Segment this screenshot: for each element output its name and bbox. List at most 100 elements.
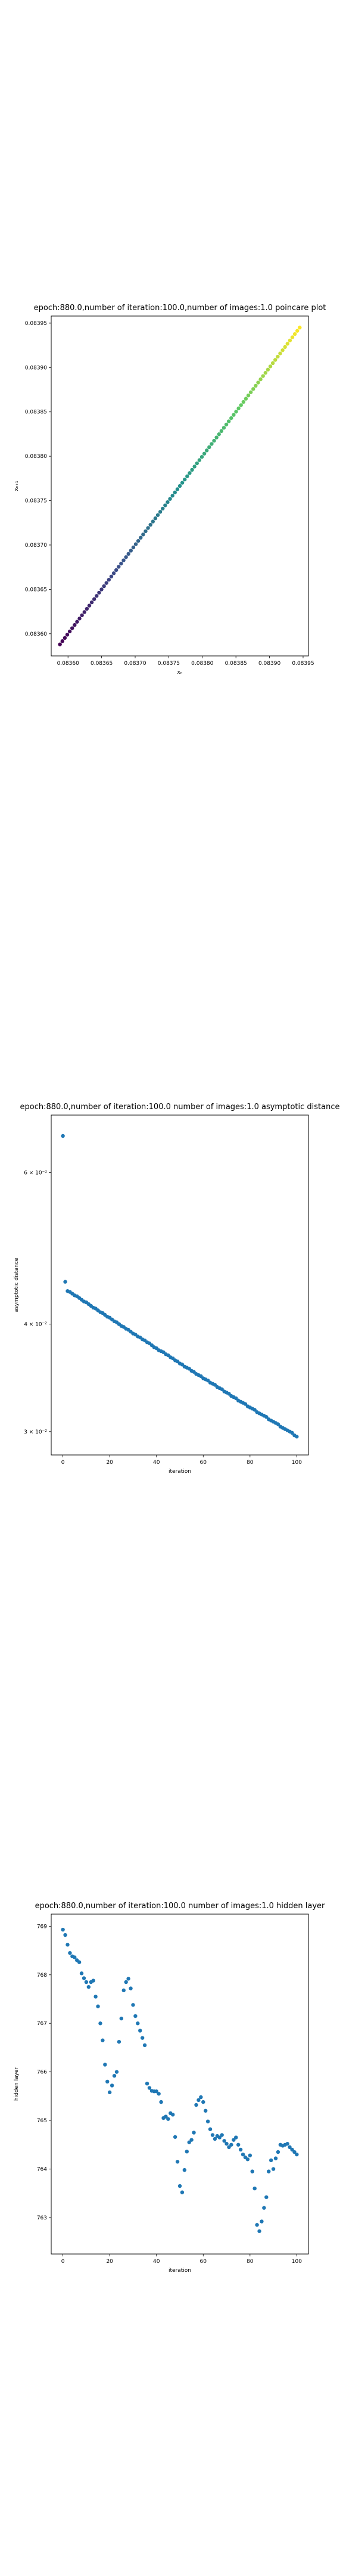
data-point bbox=[224, 2141, 229, 2146]
data-point bbox=[124, 1980, 128, 1984]
data-point bbox=[188, 471, 192, 475]
x-tick-label: 0.08360 bbox=[57, 661, 79, 667]
data-point bbox=[202, 451, 207, 456]
x-tick-label: 0.08395 bbox=[292, 661, 314, 667]
data-point bbox=[261, 374, 265, 378]
data-point bbox=[298, 326, 302, 330]
y-axis-label: xₙ₊₁ bbox=[14, 481, 20, 491]
y-axis-label: asymptotic distance bbox=[14, 1258, 20, 1312]
data-point bbox=[195, 461, 199, 466]
x-tick-label: 0.08385 bbox=[225, 661, 247, 667]
data-point bbox=[219, 429, 224, 434]
y-tick-label: 766 bbox=[37, 2070, 47, 2076]
x-tick-label: 60 bbox=[200, 1460, 207, 1466]
data-point bbox=[241, 400, 246, 404]
data-point bbox=[290, 335, 295, 339]
data-point bbox=[222, 2139, 226, 2143]
data-point bbox=[144, 529, 148, 534]
data-point bbox=[234, 410, 238, 414]
data-point bbox=[217, 432, 221, 436]
data-point bbox=[208, 2127, 213, 2131]
data-point bbox=[273, 358, 277, 362]
x-tick-label: 0.08365 bbox=[91, 661, 113, 667]
data-point bbox=[110, 2083, 114, 2088]
data-point bbox=[264, 1415, 269, 1419]
data-point bbox=[138, 2029, 142, 2033]
x-axis-label: xₙ bbox=[177, 670, 183, 676]
data-point bbox=[98, 2021, 102, 2026]
data-point bbox=[236, 406, 241, 411]
data-point bbox=[77, 1960, 82, 1964]
data-point bbox=[214, 435, 219, 439]
data-point bbox=[280, 348, 285, 352]
data-point bbox=[210, 442, 214, 446]
y-tick-label: 764 bbox=[37, 2167, 47, 2173]
data-point bbox=[220, 2133, 224, 2137]
data-point bbox=[182, 2168, 187, 2172]
data-point bbox=[96, 2004, 100, 2008]
data-point bbox=[283, 345, 287, 349]
data-point bbox=[117, 565, 121, 569]
poincare-plot: epoch:880.0,number of iteration:100.0,nu… bbox=[14, 304, 326, 676]
data-point bbox=[157, 2092, 161, 2096]
data-point bbox=[224, 422, 229, 427]
data-point bbox=[187, 2140, 191, 2144]
data-point bbox=[140, 2036, 145, 2040]
data-point bbox=[248, 2153, 252, 2157]
data-point bbox=[63, 1933, 67, 1937]
data-point bbox=[269, 2158, 273, 2163]
data-point bbox=[146, 526, 150, 530]
data-point bbox=[58, 642, 62, 646]
data-point bbox=[86, 1984, 91, 1989]
data-point bbox=[107, 578, 111, 582]
data-point bbox=[87, 603, 92, 608]
data-point bbox=[241, 2152, 245, 2157]
data-point bbox=[197, 458, 202, 462]
data-point bbox=[89, 600, 94, 605]
y-tick-label: 767 bbox=[37, 2021, 47, 2027]
data-point bbox=[180, 2190, 185, 2194]
y-tick-label: 765 bbox=[37, 2118, 47, 2124]
data-point bbox=[80, 613, 84, 618]
data-point bbox=[141, 532, 145, 537]
data-point bbox=[290, 1431, 294, 1435]
data-point bbox=[232, 2138, 236, 2142]
data-point bbox=[266, 367, 270, 372]
x-tick-label: 40 bbox=[153, 1460, 160, 1466]
data-point bbox=[97, 590, 101, 595]
data-point bbox=[185, 2149, 189, 2154]
data-point bbox=[226, 419, 231, 423]
data-point bbox=[66, 1943, 70, 1947]
data-point bbox=[148, 522, 152, 527]
data-point bbox=[93, 1995, 98, 1999]
data-point bbox=[180, 481, 185, 485]
data-point bbox=[185, 474, 189, 478]
data-point bbox=[79, 1971, 84, 1976]
y-tick-label: 763 bbox=[37, 2215, 47, 2221]
y-axis-label: hidden layer bbox=[14, 2067, 20, 2101]
data-point bbox=[82, 610, 86, 614]
data-point bbox=[99, 587, 104, 592]
data-point bbox=[271, 2167, 276, 2171]
data-point bbox=[63, 1280, 67, 1284]
data-point bbox=[197, 2098, 201, 2103]
data-point bbox=[151, 519, 155, 524]
data-point bbox=[248, 390, 253, 394]
data-point bbox=[164, 2114, 168, 2119]
data-point bbox=[177, 2184, 182, 2188]
x-tick-label: 80 bbox=[247, 2259, 254, 2265]
data-point bbox=[161, 506, 165, 511]
data-point bbox=[175, 2160, 180, 2164]
x-tick-label: 0.08375 bbox=[158, 661, 180, 667]
x-axis-label: iteration bbox=[169, 2268, 191, 2274]
data-point bbox=[255, 2222, 259, 2227]
data-point bbox=[60, 639, 64, 643]
data-point bbox=[175, 487, 180, 491]
data-point bbox=[155, 513, 160, 517]
data-point bbox=[136, 2021, 140, 2026]
y-tick-label: 0.08385 bbox=[25, 410, 47, 416]
data-point bbox=[207, 445, 211, 450]
data-point bbox=[145, 2081, 149, 2086]
y-tick-label: 6 × 10⁻² bbox=[24, 1171, 47, 1176]
data-point bbox=[147, 2086, 152, 2090]
